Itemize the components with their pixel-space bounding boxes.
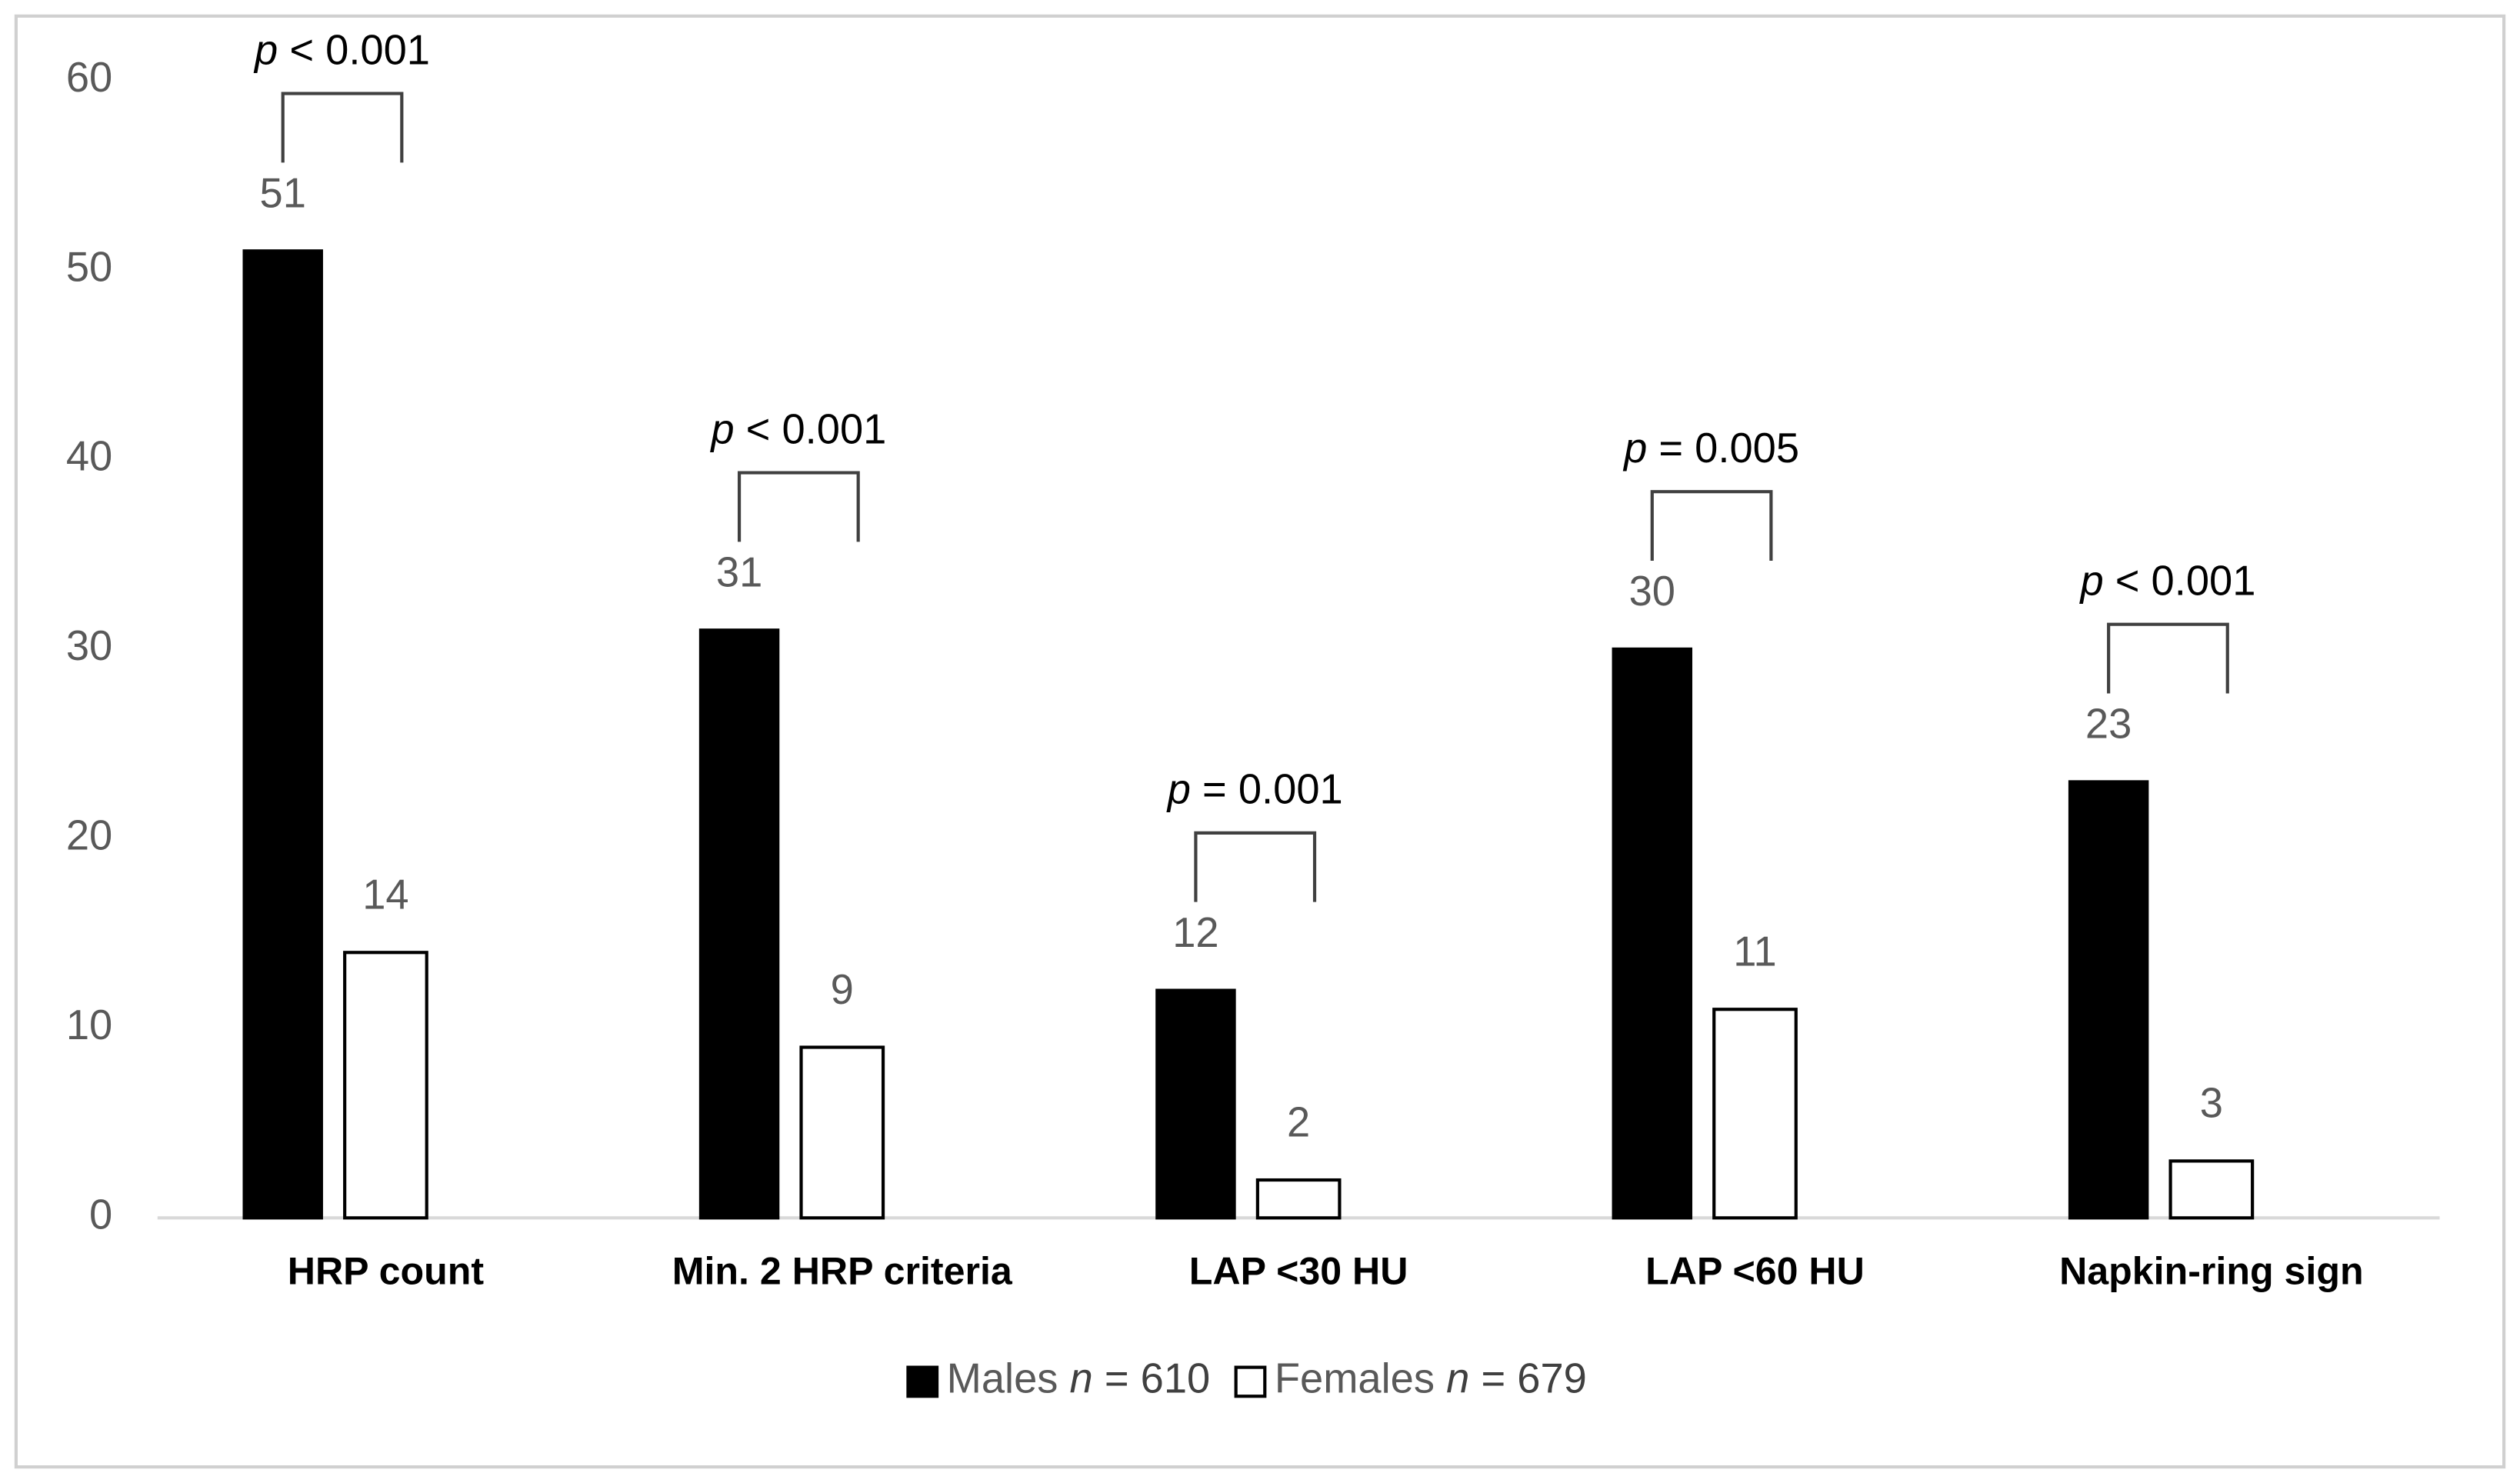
- annotation-symbol: p: [2078, 558, 2103, 605]
- annotation-symbol: p: [253, 27, 278, 74]
- annotation-symbol: p: [1166, 766, 1191, 813]
- annotation: p = 0.005: [1622, 425, 1799, 472]
- value-label: 12: [1172, 909, 1218, 956]
- y-tick-label: 40: [66, 433, 112, 480]
- legend-swatch: [1234, 1365, 1267, 1398]
- annotation-text: < 0.001: [289, 27, 430, 74]
- bar: [1255, 1178, 1342, 1220]
- significance-bracket: [1194, 831, 1317, 902]
- y-tick-label: 30: [66, 622, 112, 669]
- legend-size-symbol: n: [1070, 1355, 1093, 1402]
- value-label: 51: [260, 170, 306, 217]
- legend-size-text: = 679: [1481, 1355, 1586, 1402]
- x-tick-label: LAP <30 HU: [1189, 1250, 1408, 1293]
- value-label: 9: [831, 966, 854, 1013]
- bar: [799, 1045, 885, 1220]
- x-tick-label: Napkin-ring sign: [2059, 1250, 2363, 1293]
- annotation-text: = 0.005: [1658, 425, 1799, 472]
- y-tick-label: 0: [89, 1191, 112, 1238]
- legend-swatch: [906, 1365, 939, 1398]
- annotation: p < 0.001: [709, 406, 886, 453]
- bar: [343, 951, 428, 1220]
- bar: [1712, 1008, 1798, 1220]
- value-label: 30: [1629, 568, 1675, 615]
- annotation-symbol: p: [709, 406, 734, 453]
- bar: [2168, 1159, 2255, 1220]
- bar: [1612, 647, 1693, 1220]
- value-label: 23: [2085, 701, 2132, 748]
- significance-bracket: [737, 471, 860, 542]
- significance-bracket: [281, 92, 404, 163]
- x-tick-label: HRP count: [288, 1250, 485, 1293]
- value-label: 31: [716, 549, 762, 596]
- x-tick-label: LAP <60 HU: [1645, 1250, 1865, 1293]
- significance-bracket: [1650, 490, 1773, 562]
- chart-frame: [14, 14, 2506, 1469]
- x-tick-label: Min. 2 HRP criteria: [672, 1250, 1013, 1293]
- value-label: 14: [362, 871, 408, 918]
- y-tick-label: 10: [66, 1001, 112, 1048]
- legend-label: Males n = 610: [947, 1355, 1211, 1402]
- bar: [2068, 780, 2149, 1220]
- y-tick-label: 60: [66, 54, 112, 101]
- value-label: 11: [1733, 928, 1776, 975]
- value-label: 3: [2200, 1080, 2223, 1127]
- significance-bracket: [2107, 622, 2229, 694]
- annotation: p < 0.001: [2078, 558, 2255, 605]
- legend-name: Males: [947, 1355, 1058, 1402]
- legend-label: Females n = 679: [1275, 1355, 1587, 1402]
- y-tick-label: 50: [66, 243, 112, 290]
- legend-name: Females: [1275, 1355, 1435, 1402]
- annotation-text: < 0.001: [746, 406, 887, 453]
- value-label: 2: [1287, 1098, 1310, 1145]
- bar: [242, 249, 323, 1220]
- annotation: p = 0.001: [1166, 766, 1343, 813]
- legend-size-text: = 610: [1105, 1355, 1210, 1402]
- legend-size-symbol: n: [1446, 1355, 1469, 1402]
- bar: [698, 628, 780, 1220]
- annotation: p < 0.001: [253, 27, 430, 74]
- annotation-text: = 0.001: [1202, 766, 1343, 813]
- annotation-text: < 0.001: [2115, 558, 2256, 605]
- annotation-symbol: p: [1622, 425, 1647, 472]
- bar: [1155, 988, 1236, 1220]
- y-tick-label: 20: [66, 812, 112, 859]
